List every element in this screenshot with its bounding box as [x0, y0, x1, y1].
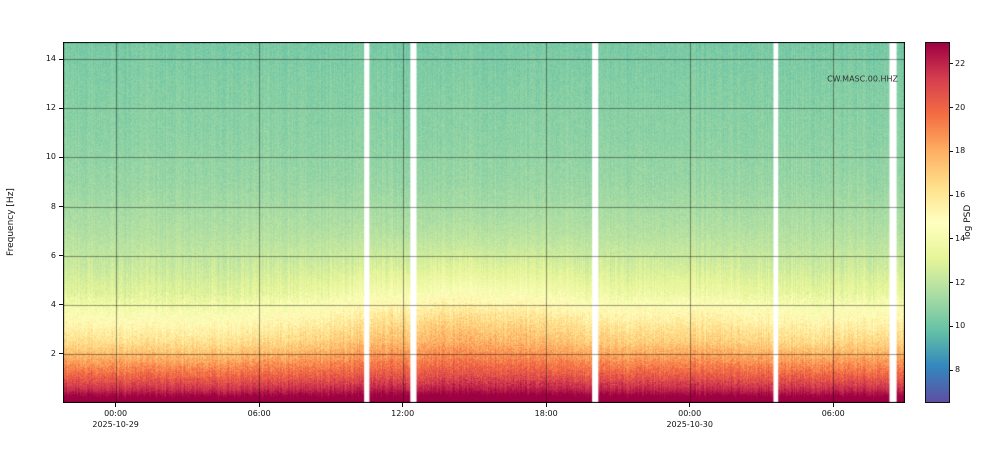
colorbar-tick-label: 18 — [955, 146, 966, 156]
colorbar-tick-mark — [950, 194, 953, 196]
colorbar-tick-mark — [950, 325, 953, 327]
x-tick-label: 06:00 — [247, 409, 271, 418]
x-tick-mark — [115, 403, 117, 407]
y-tick-label: 4 — [50, 299, 56, 309]
x-tick-mark — [545, 403, 547, 407]
x-date-label: 2025-10-30 — [666, 420, 713, 429]
colorbar-tick-label: 10 — [955, 321, 966, 331]
colorbar-tick-label: 20 — [955, 102, 966, 112]
y-tick-mark — [59, 353, 63, 355]
x-tick-mark — [689, 403, 691, 407]
y-tick-label: 12 — [45, 103, 56, 113]
colorbar-tick-label: 12 — [955, 277, 966, 287]
y-tick-mark — [59, 156, 63, 158]
colorbar-tick-mark — [950, 369, 953, 371]
colorbar-tick-label: 14 — [955, 233, 966, 243]
colorbar-tick-label: 22 — [955, 58, 966, 68]
x-tick-mark — [402, 403, 404, 407]
colorbar-tick-mark — [950, 107, 953, 109]
x-tick-label: 12:00 — [391, 409, 415, 418]
colorbar-tick-label: 8 — [955, 365, 961, 375]
x-tick-label: 06:00 — [821, 409, 845, 418]
y-tick-mark — [59, 58, 63, 60]
y-tick-label: 2 — [50, 348, 56, 358]
colorbar-tick-mark — [950, 282, 953, 284]
x-tick-mark — [258, 403, 260, 407]
y-tick-label: 14 — [45, 54, 56, 64]
x-tick-label: 00:00 — [104, 409, 128, 418]
colorbar-tick-mark — [950, 150, 953, 152]
colorbar — [925, 42, 950, 403]
colorbar-tick-mark — [950, 63, 953, 65]
station-code-label: CW.MASC.00.HHZ — [827, 74, 898, 84]
y-axis-label: Frequency [Hz] — [6, 188, 16, 256]
y-tick-mark — [59, 304, 63, 306]
colorbar-tick-mark — [950, 238, 953, 240]
y-tick-label: 8 — [50, 201, 56, 211]
x-tick-label: 18:00 — [534, 409, 558, 418]
y-tick-mark — [59, 255, 63, 257]
colorbar-tick-label: 16 — [955, 190, 966, 200]
y-tick-mark — [59, 107, 63, 109]
x-tick-mark — [832, 403, 834, 407]
y-tick-label: 10 — [45, 152, 56, 162]
x-date-label: 2025-10-29 — [92, 420, 139, 429]
x-tick-label: 00:00 — [678, 409, 702, 418]
spectrogram-canvas — [63, 42, 905, 403]
y-tick-label: 6 — [50, 250, 56, 260]
y-tick-mark — [59, 206, 63, 208]
